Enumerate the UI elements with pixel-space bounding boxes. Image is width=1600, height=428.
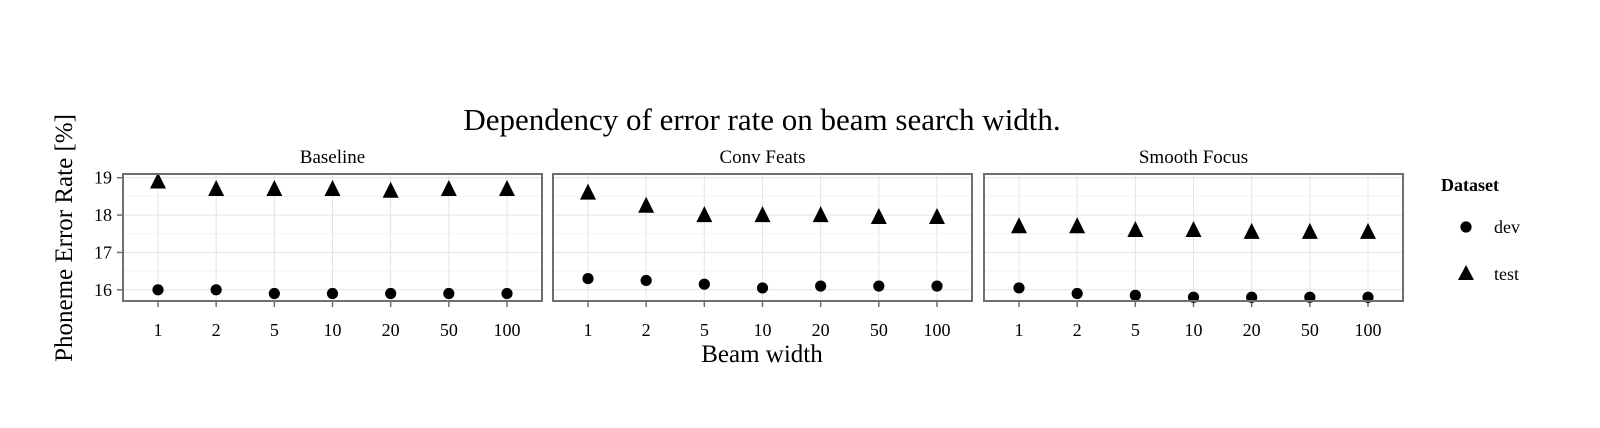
data-point-dev [640,274,652,287]
facet-panels: Baseline 1 2 5 10 20 50 100 16 17 18 19 Conv Feats 1 2… [94,147,1404,340]
data-point-dev [815,280,827,292]
x-tick-label: 20 [1243,320,1261,340]
x-tick-label: 5 [700,320,709,340]
x-tick-label: 1 [154,320,163,340]
x-tick-label: 50 [440,320,458,340]
data-point-dev [1071,287,1083,300]
data-point-test [754,206,771,223]
x-tick-label: 10 [324,320,342,340]
data-point-dev [1129,289,1141,301]
x-tick-label: 20 [382,320,400,340]
data-point-test [1069,217,1086,234]
data-point-test [1185,221,1202,238]
data-point-test [1243,222,1260,239]
legend-label: test [1494,264,1519,284]
panel-border [122,173,543,302]
x-tick-label: 100 [924,320,951,340]
x-tick-label: 50 [1301,320,1319,340]
legend-title: Dataset [1441,175,1499,195]
data-point-test [870,207,887,224]
data-point-test [1127,221,1144,238]
legend-triangle-icon [1458,265,1474,280]
legend: Dataset dev test [1441,175,1520,284]
data-point-test [150,172,166,189]
legend-label: dev [1494,217,1520,237]
data-point-test [499,179,515,196]
panel-border [983,173,1404,302]
y-tick-label: 16 [94,280,112,300]
data-point-test [812,206,829,223]
data-point-test [696,206,713,223]
x-tick-label: 100 [494,320,521,340]
data-point-dev [268,287,280,300]
data-point-dev [501,287,513,300]
data-point-test [1360,222,1376,239]
data-point-dev [582,272,594,285]
data-point-test [208,179,225,196]
x-tick-label: 2 [642,320,651,340]
y-tick-label: 17 [94,242,112,262]
x-tick-label: 2 [212,320,221,340]
data-point-dev [698,278,710,290]
x-tick-label: 10 [1185,320,1203,340]
x-tick-label: 1 [1015,320,1024,340]
data-point-test [266,179,283,196]
x-tick-label: 5 [270,320,279,340]
data-point-dev [931,280,943,292]
data-point-dev [326,287,339,300]
data-point-test [929,207,945,224]
data-point-dev [873,280,885,292]
x-tick-label: 20 [812,320,830,340]
chart-title: Dependency of error rate on beam search … [463,102,1060,137]
facet-label: Smooth Focus [1139,147,1248,168]
y-tick-label: 18 [94,205,112,225]
y-axis-title: Phoneme Error Rate [%] [51,114,78,362]
data-point-dev [210,284,222,296]
facet-panel: Baseline 1 2 5 10 20 50 100 16 17 18 19 [94,147,543,340]
data-point-test [382,181,399,198]
data-point-dev [443,287,455,300]
facet-panel: Conv Feats 1 2 5 10 20 50 100 [552,147,973,340]
data-point-dev [1013,282,1025,294]
x-axis-title: Beam width [701,341,823,368]
x-tick-label: 5 [1131,320,1140,340]
data-point-test [1301,222,1318,239]
x-tick-label: 100 [1355,320,1382,340]
facet-label: Conv Feats [719,147,805,168]
y-tick-label: 19 [94,168,112,188]
data-point-test [440,179,457,196]
legend-circle-icon [1460,221,1472,233]
x-tick-label: 2 [1073,320,1082,340]
data-point-test [638,196,655,213]
data-point-dev [152,284,164,296]
data-point-test [324,179,341,196]
panel-border [552,173,973,302]
data-point-test [580,183,596,200]
x-tick-label: 1 [584,320,593,340]
facet-label: Baseline [300,147,365,168]
x-tick-label: 10 [754,320,772,340]
facet-panel: Smooth Focus 1 2 5 10 20 50 100 [983,147,1404,340]
x-tick-label: 50 [870,320,888,340]
data-point-test [1011,217,1027,234]
data-point-dev [385,287,397,300]
data-point-dev [756,282,769,294]
